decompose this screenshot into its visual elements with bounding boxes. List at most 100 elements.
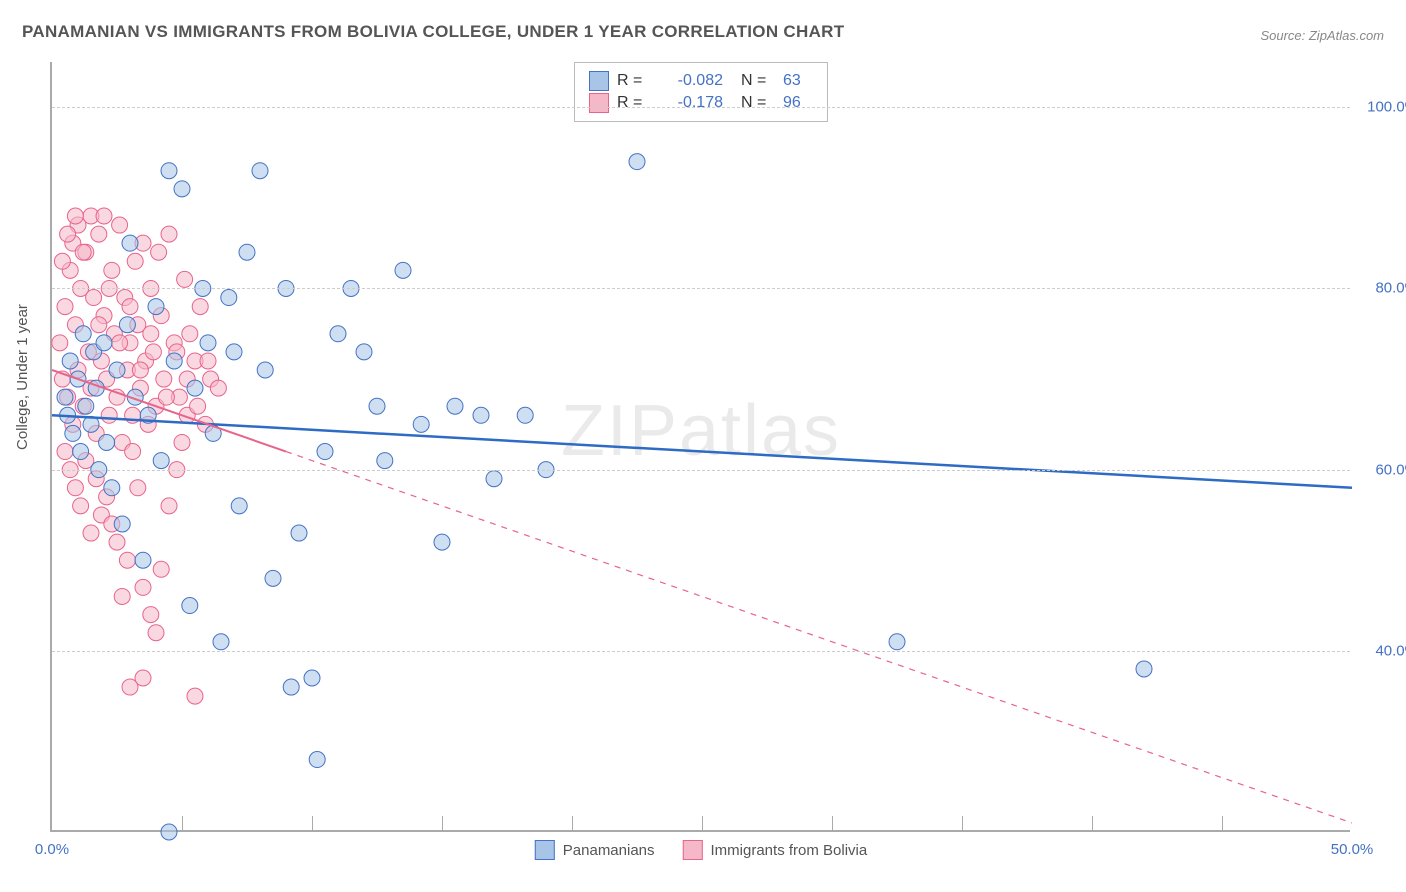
x-minor-tick xyxy=(702,816,703,830)
gridline-h xyxy=(52,470,1350,471)
scatter-point xyxy=(122,299,138,315)
scatter-point xyxy=(114,516,130,532)
scatter-point xyxy=(91,317,107,333)
gridline-h xyxy=(52,288,1350,289)
scatter-point xyxy=(73,444,89,460)
scatter-point xyxy=(135,552,151,568)
scatter-point xyxy=(200,335,216,351)
scatter-point xyxy=(317,444,333,460)
scatter-point xyxy=(309,752,325,768)
legend-swatch xyxy=(589,93,609,113)
r-label: R = xyxy=(617,72,651,90)
scatter-point xyxy=(135,670,151,686)
scatter-point xyxy=(239,244,255,260)
scatter-point xyxy=(174,434,190,450)
y-axis-label: College, Under 1 year xyxy=(14,304,31,450)
scatter-point xyxy=(1136,661,1152,677)
trend-line-dashed xyxy=(286,452,1352,823)
x-tick-label: 0.0% xyxy=(35,841,69,858)
scatter-point xyxy=(200,353,216,369)
scatter-point xyxy=(132,362,148,378)
scatter-point xyxy=(104,262,120,278)
x-minor-tick xyxy=(1092,816,1093,830)
scatter-point xyxy=(83,525,99,541)
scatter-point xyxy=(99,434,115,450)
scatter-point xyxy=(161,498,177,514)
legend-label: Immigrants from Bolivia xyxy=(711,842,868,859)
scatter-point xyxy=(153,561,169,577)
x-minor-tick xyxy=(312,816,313,830)
scatter-point xyxy=(231,498,247,514)
scatter-point xyxy=(67,208,83,224)
trend-line-solid xyxy=(52,415,1352,487)
scatter-point xyxy=(127,253,143,269)
n-label: N = xyxy=(741,72,775,90)
legend-item: Immigrants from Bolivia xyxy=(683,840,868,860)
scatter-point xyxy=(174,181,190,197)
scatter-point xyxy=(78,398,94,414)
scatter-point xyxy=(221,290,237,306)
scatter-point xyxy=(57,299,73,315)
scatter-point xyxy=(629,154,645,170)
scatter-point xyxy=(283,679,299,695)
scatter-point xyxy=(109,534,125,550)
scatter-point xyxy=(291,525,307,541)
scatter-point xyxy=(187,688,203,704)
scatter-svg xyxy=(52,62,1350,830)
scatter-point xyxy=(486,471,502,487)
legend-row: R =-0.178N =96 xyxy=(589,93,813,113)
scatter-point xyxy=(166,353,182,369)
gridline-h xyxy=(52,107,1350,108)
scatter-point xyxy=(73,498,89,514)
scatter-point xyxy=(119,317,135,333)
y-tick-label: 80.0% xyxy=(1375,280,1406,297)
scatter-point xyxy=(190,398,206,414)
correlation-legend: R =-0.082N =63R =-0.178N =96 xyxy=(574,62,828,122)
x-minor-tick xyxy=(962,816,963,830)
scatter-point xyxy=(122,235,138,251)
scatter-point xyxy=(158,389,174,405)
scatter-point xyxy=(151,244,167,260)
r-value: -0.178 xyxy=(659,94,723,112)
scatter-point xyxy=(62,353,78,369)
scatter-point xyxy=(112,217,128,233)
scatter-point xyxy=(356,344,372,360)
scatter-point xyxy=(104,480,120,496)
x-tick-label: 50.0% xyxy=(1331,841,1374,858)
scatter-point xyxy=(517,407,533,423)
scatter-point xyxy=(252,163,268,179)
scatter-point xyxy=(60,226,76,242)
scatter-point xyxy=(101,407,117,423)
n-value: 96 xyxy=(783,94,813,112)
scatter-point xyxy=(67,480,83,496)
scatter-point xyxy=(161,824,177,840)
scatter-point xyxy=(91,226,107,242)
scatter-point xyxy=(226,344,242,360)
scatter-point xyxy=(161,226,177,242)
scatter-point xyxy=(447,398,463,414)
scatter-point xyxy=(210,380,226,396)
x-minor-tick xyxy=(572,816,573,830)
scatter-point xyxy=(54,253,70,269)
scatter-point xyxy=(473,407,489,423)
scatter-point xyxy=(109,362,125,378)
scatter-point xyxy=(114,588,130,604)
scatter-point xyxy=(213,634,229,650)
scatter-point xyxy=(182,326,198,342)
scatter-point xyxy=(889,634,905,650)
n-label: N = xyxy=(741,94,775,112)
scatter-point xyxy=(153,453,169,469)
scatter-point xyxy=(182,598,198,614)
scatter-point xyxy=(177,271,193,287)
scatter-point xyxy=(265,570,281,586)
scatter-point xyxy=(75,326,91,342)
x-minor-tick xyxy=(832,816,833,830)
gridline-h xyxy=(52,651,1350,652)
n-value: 63 xyxy=(783,72,813,90)
x-minor-tick xyxy=(182,816,183,830)
chart-plot-area: ZIPatlas R =-0.082N =63R =-0.178N =96 Pa… xyxy=(50,62,1350,832)
scatter-point xyxy=(145,344,161,360)
x-minor-tick xyxy=(442,816,443,830)
r-value: -0.082 xyxy=(659,72,723,90)
scatter-point xyxy=(413,416,429,432)
